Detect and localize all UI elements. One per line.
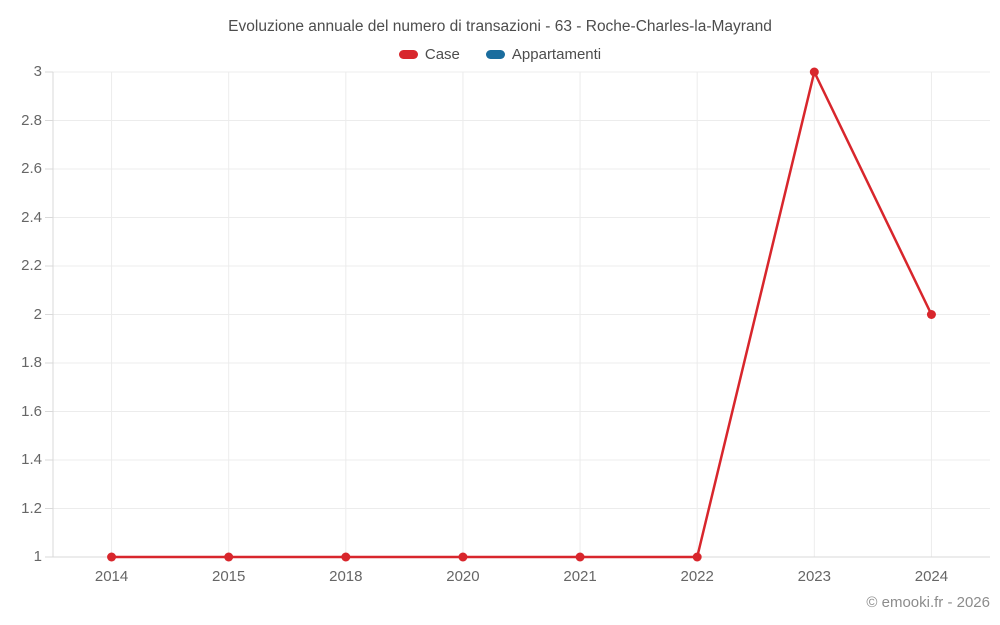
data-point-case-2023 [809,67,819,77]
y-axis-tick-label: 2 [33,305,42,323]
y-axis-tick-label: 1 [33,548,42,565]
x-axis-tick-label: 2015 [212,568,246,585]
x-axis-tick-label: 2020 [446,568,480,585]
y-axis-tick-label: 2.4 [21,208,42,226]
data-point-case-2020 [458,552,468,562]
x-axis-tick-label: 2014 [94,568,129,585]
series-line-case [110,70,933,559]
copyright-credit: © emooki.fr - 2026 [866,594,990,611]
x-axis-tick-label: 2021 [563,568,597,585]
y-axis-tick-label: 3 [33,63,42,80]
appartamenti-series-marker-icon [485,50,505,59]
x-axis-tick-label: 2024 [914,568,949,585]
legend-label-case: Case [424,46,460,63]
y-axis-tick-label: 2.8 [21,111,42,129]
y-axis-tick-label: 2.6 [21,160,42,177]
data-point-case-2014 [107,552,117,562]
y-axis-tick-label: 1.4 [21,451,42,468]
chart-title: Evoluzione annuale del numero di transaz… [228,18,772,35]
x-axis-tick-label: 2022 [680,568,714,585]
data-point-case-2015 [224,552,234,562]
chart-legend: Case Appartamenti [0,46,1000,63]
legend-label-appartamenti: Appartamenti [511,46,602,63]
x-axis-tick-label: 2018 [329,568,363,585]
y-axis-tick-label: 2.2 [21,257,42,274]
data-point-case-2021 [575,552,585,562]
data-point-case-2018 [341,552,351,562]
data-point-case-2022 [692,552,702,562]
data-point-case-2024 [926,310,936,319]
legend-item-case[interactable]: Case [398,46,460,63]
y-axis-tick-label: 1.8 [21,354,42,371]
x-axis-tick-label: 2023 [797,568,831,585]
y-axis-tick-label: 1.6 [21,402,42,420]
legend-item-appartamenti[interactable]: Appartamenti [485,46,602,63]
y-axis-tick-label: 1.2 [21,499,42,517]
case-series-marker-icon [398,50,418,59]
